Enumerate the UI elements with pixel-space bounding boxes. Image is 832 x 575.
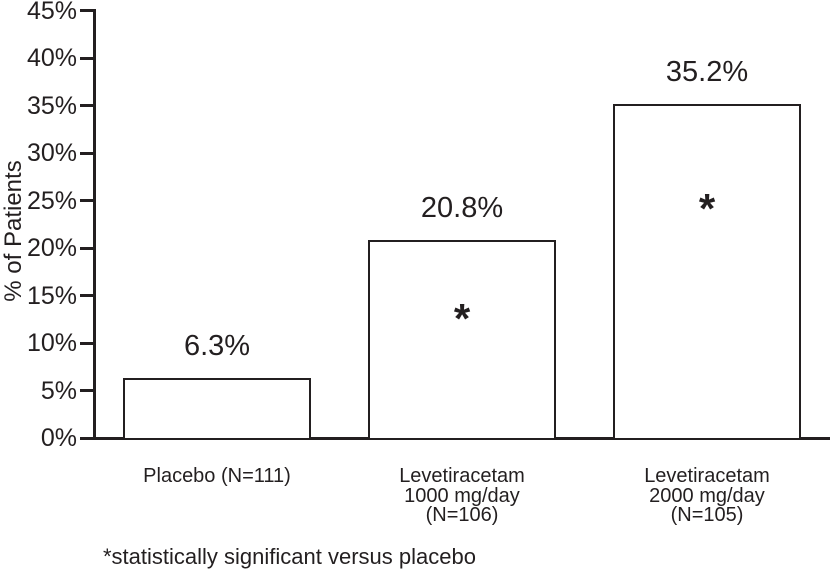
y-tick-mark (80, 341, 94, 345)
y-tick-mark (80, 56, 94, 60)
y-tick-label: 35% (26, 91, 77, 120)
significance-marker: * (698, 184, 716, 232)
y-axis-line (93, 9, 96, 439)
y-tick-mark (80, 104, 94, 107)
y-tick-label: 25% (26, 186, 77, 215)
y-tick-label: 20% (26, 234, 77, 262)
y-tick-label: 10% (26, 329, 77, 357)
bar (368, 240, 556, 440)
bar-value-label: 6.3% (183, 330, 251, 363)
bar (613, 103, 801, 440)
y-tick-mark (80, 436, 94, 440)
y-tick-label: 15% (26, 281, 77, 310)
y-tick-mark (80, 294, 94, 297)
y-tick-mark (80, 199, 94, 202)
y-tick-label: 5% (40, 376, 77, 405)
bar (123, 378, 311, 440)
y-tick-label: 30% (26, 139, 77, 167)
y-tick-mark (80, 9, 94, 12)
category-label: Placebo (N=111) (143, 465, 291, 487)
y-tick-label: 45% (26, 0, 77, 25)
category-label: Levetiracetam 2000 mg/day (N=105) (644, 465, 770, 526)
y-tick-label: 0% (40, 424, 77, 452)
bar-value-label: 20.8% (420, 192, 504, 225)
y-tick-mark (80, 389, 94, 392)
significance-marker: * (453, 295, 471, 343)
y-tick-mark (80, 151, 94, 155)
significance-footnote: *statistically significant versus placeb… (103, 544, 476, 569)
y-tick-label: 40% (26, 44, 77, 72)
y-tick-mark (80, 246, 94, 250)
category-label: Levetiracetam 1000 mg/day (N=106) (399, 465, 525, 526)
bar-value-label: 35.2% (665, 55, 749, 88)
